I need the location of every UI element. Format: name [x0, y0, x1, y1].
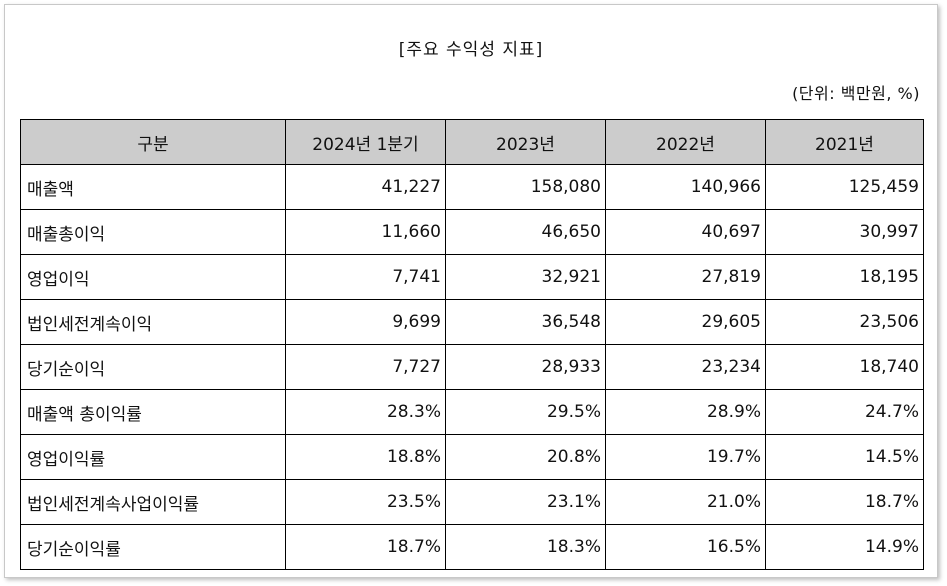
- table-cell: 14.9%: [765, 524, 924, 570]
- table-cell: 28,933: [445, 344, 606, 390]
- table-cell: 27,819: [605, 254, 766, 300]
- table-cell: 19.7%: [605, 434, 766, 480]
- table-row: 매출액 41,227 158,080 140,966 125,459: [20, 164, 924, 210]
- table-body: 매출액 41,227 158,080 140,966 125,459 매출총이익 11,66…: [20, 164, 924, 570]
- table-cell: 7,727: [285, 344, 446, 390]
- document-frame: [주요 수익성 지표] (단위: 백만원, %) 구분 2024년 1분기 20…: [4, 4, 938, 578]
- table-cell: 29,605: [605, 299, 766, 345]
- table-cell: 46,650: [445, 209, 606, 255]
- table-cell: 28.9%: [605, 389, 766, 435]
- table-cell: 29.5%: [445, 389, 606, 435]
- table-row: 영업이익률 18.8% 20.8% 19.7% 14.5%: [20, 434, 924, 480]
- profitability-table: 구분 2024년 1분기 2023년 2022년 2021년 매출액 41,227…: [20, 119, 924, 570]
- table-title: [주요 수익성 지표]: [398, 40, 544, 60]
- table-cell: 20.8%: [445, 434, 606, 480]
- row-label: 매출총이익: [20, 209, 286, 255]
- table-header-row: 구분 2024년 1분기 2023년 2022년 2021년: [20, 119, 924, 165]
- table-row: 법인세전계속사업이익률 23.5% 23.1% 21.0% 18.7%: [20, 479, 924, 525]
- row-label: 법인세전계속사업이익률: [20, 479, 286, 525]
- table-cell: 41,227: [285, 164, 446, 210]
- table-cell: 14.5%: [765, 434, 924, 480]
- table-row: 매출총이익 11,660 46,650 40,697 30,997: [20, 209, 924, 255]
- row-label: 매출액 총이익률: [20, 389, 286, 435]
- table-cell: 18,740: [765, 344, 924, 390]
- row-label: 당기순이익: [20, 344, 286, 390]
- table-cell: 18.7%: [765, 479, 924, 525]
- table-cell: 16.5%: [605, 524, 766, 570]
- header-2024q1: 2024년 1분기: [285, 119, 446, 165]
- table-cell: 18.7%: [285, 524, 446, 570]
- table-cell: 24.7%: [765, 389, 924, 435]
- table-cell: 140,966: [605, 164, 766, 210]
- row-label: 영업이익률: [20, 434, 286, 480]
- table-cell: 9,699: [285, 299, 446, 345]
- table-row: 당기순이익률 18.7% 18.3% 16.5% 14.9%: [20, 524, 924, 570]
- table-cell: 158,080: [445, 164, 606, 210]
- header-2022: 2022년: [605, 119, 766, 165]
- row-label: 법인세전계속이익: [20, 299, 286, 345]
- table-cell: 7,741: [285, 254, 446, 300]
- table-cell: 40,697: [605, 209, 766, 255]
- unit-note: (단위: 백만원, %): [792, 84, 920, 103]
- table-cell: 30,997: [765, 209, 924, 255]
- row-label: 매출액: [20, 164, 286, 210]
- table-cell: 21.0%: [605, 479, 766, 525]
- table-row: 영업이익 7,741 32,921 27,819 18,195: [20, 254, 924, 300]
- table-row: 법인세전계속이익 9,699 36,548 29,605 23,506: [20, 299, 924, 345]
- table-cell: 23.5%: [285, 479, 446, 525]
- header-2023: 2023년: [445, 119, 606, 165]
- table-cell: 36,548: [445, 299, 606, 345]
- table-cell: 18.8%: [285, 434, 446, 480]
- table-cell: 18.3%: [445, 524, 606, 570]
- table-row: 매출액 총이익률 28.3% 29.5% 28.9% 24.7%: [20, 389, 924, 435]
- row-label: 당기순이익률: [20, 524, 286, 570]
- table-cell: 23,234: [605, 344, 766, 390]
- table-row: 당기순이익 7,727 28,933 23,234 18,740: [20, 344, 924, 390]
- table-cell: 125,459: [765, 164, 924, 210]
- table-cell: 28.3%: [285, 389, 446, 435]
- table-cell: 32,921: [445, 254, 606, 300]
- table-cell: 11,660: [285, 209, 446, 255]
- header-category: 구분: [20, 119, 286, 165]
- row-label: 영업이익: [20, 254, 286, 300]
- header-2021: 2021년: [765, 119, 924, 165]
- table-cell: 23,506: [765, 299, 924, 345]
- table-cell: 18,195: [765, 254, 924, 300]
- table-cell: 23.1%: [445, 479, 606, 525]
